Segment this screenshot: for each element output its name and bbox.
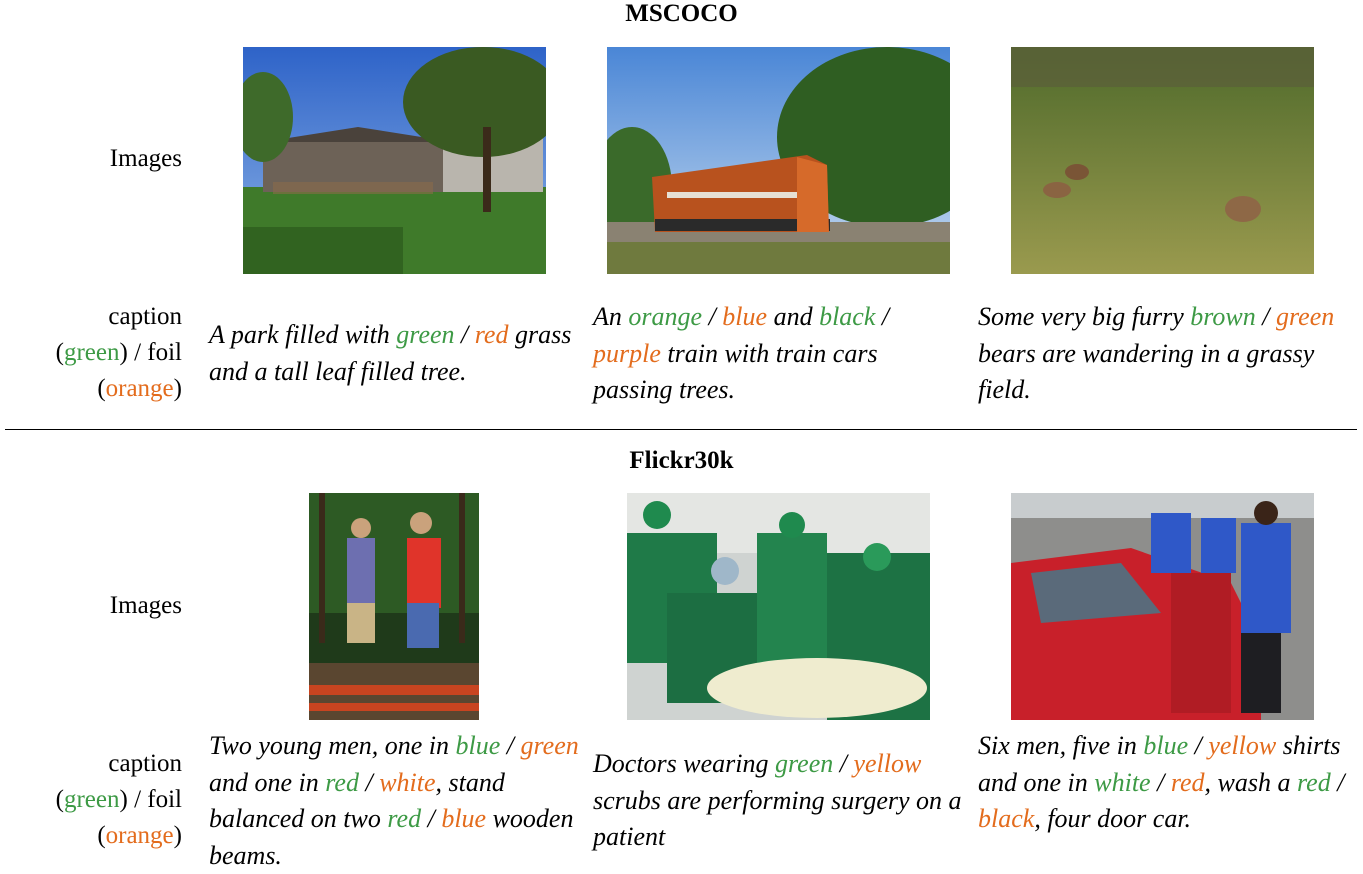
caption-word: brown (1190, 302, 1256, 331)
caption-text: grass and a tall leaf filled tree. (209, 320, 572, 386)
caption-text: / (1188, 731, 1209, 760)
foil-word: red (474, 320, 509, 349)
images-row-label: Images (109, 592, 182, 619)
caption-text: wooden beams. (209, 804, 574, 870)
bears-photo (1011, 47, 1314, 274)
caption-text: , wash a (1204, 767, 1298, 797)
foil-word: blue (441, 804, 487, 833)
foil-word: black (978, 804, 1035, 833)
caption-text: / (500, 731, 521, 760)
caption-park: A park filled with green / red grass and… (209, 317, 584, 390)
foil-word: red (1170, 767, 1205, 797)
caption-foil-legend: caption (green) / foil (orange) (55, 750, 182, 849)
caption-word: white (1094, 767, 1151, 797)
foil-word: yellow (853, 749, 922, 778)
foil-word: blue (722, 302, 768, 331)
caption-text: , stand balanced on two (209, 767, 505, 834)
caption-text: An (593, 302, 629, 331)
caption-text: / (833, 749, 854, 778)
foil-word: purple (593, 338, 661, 368)
section-divider (5, 429, 1357, 430)
caption-word: blue (455, 731, 501, 760)
caption-word: green (396, 320, 455, 349)
caption-text: and one in (209, 767, 326, 797)
caption-doctors: Doctors wearing green / yellow scrubs ar… (593, 746, 963, 856)
caption-car-wash: Six men, five in blue / yellow shirts an… (978, 728, 1348, 838)
caption-text: / (875, 302, 890, 331)
caption-foil-legend: caption (green) / foil (orange) (55, 303, 182, 402)
park-photo (243, 47, 546, 274)
caption-text: bears are wandering in a grassy field. (978, 338, 1315, 405)
caption-word: red (325, 767, 359, 797)
foil-word: yellow (1208, 731, 1277, 760)
caption-word: black (819, 302, 876, 331)
section-title-mscoco: MSCOCO (625, 0, 738, 27)
foil-word: green (1276, 302, 1335, 331)
caption-text: / (1330, 767, 1345, 797)
caption-text: / (702, 302, 723, 331)
caption-text: Some very big furry (978, 302, 1191, 331)
caption-text: Six men, five in (978, 731, 1144, 760)
foil-word: green (520, 731, 579, 760)
caption-text: train with train cars passing trees. (593, 338, 878, 405)
caption-text: shirts and one in (978, 731, 1341, 797)
caption-text: / (421, 804, 442, 833)
young-men-photo (309, 493, 479, 720)
caption-text: / (1255, 302, 1277, 331)
caption-text: A park filled with (209, 320, 397, 349)
section-title-flickr30k: Flickr30k (629, 447, 734, 474)
caption-word: red (387, 804, 422, 833)
foil-word: white (379, 767, 436, 797)
car-wash-photo (1011, 493, 1314, 720)
images-row-label: Images (109, 145, 182, 172)
caption-text: and (767, 302, 820, 331)
caption-text: , four door car. (1034, 804, 1192, 833)
caption-word: green (775, 749, 834, 778)
train-photo (607, 47, 950, 274)
caption-young-men: Two young men, one in blue / green and o… (209, 728, 584, 874)
caption-word: orange (628, 302, 703, 331)
caption-text: Two young men, one in (209, 731, 456, 760)
caption-text: / (358, 767, 380, 797)
caption-bears: Some very big furry brown / green bears … (978, 299, 1348, 409)
caption-train: An orange / blue and black / purple trai… (593, 299, 963, 409)
caption-word: red (1297, 767, 1331, 797)
caption-text: / (454, 320, 475, 349)
caption-text: scrubs are performing surgery on a patie… (593, 785, 962, 852)
caption-text: / (1150, 767, 1171, 797)
caption-text: Doctors wearing (593, 749, 775, 778)
caption-word: blue (1143, 731, 1189, 760)
surgery-photo (627, 493, 930, 720)
